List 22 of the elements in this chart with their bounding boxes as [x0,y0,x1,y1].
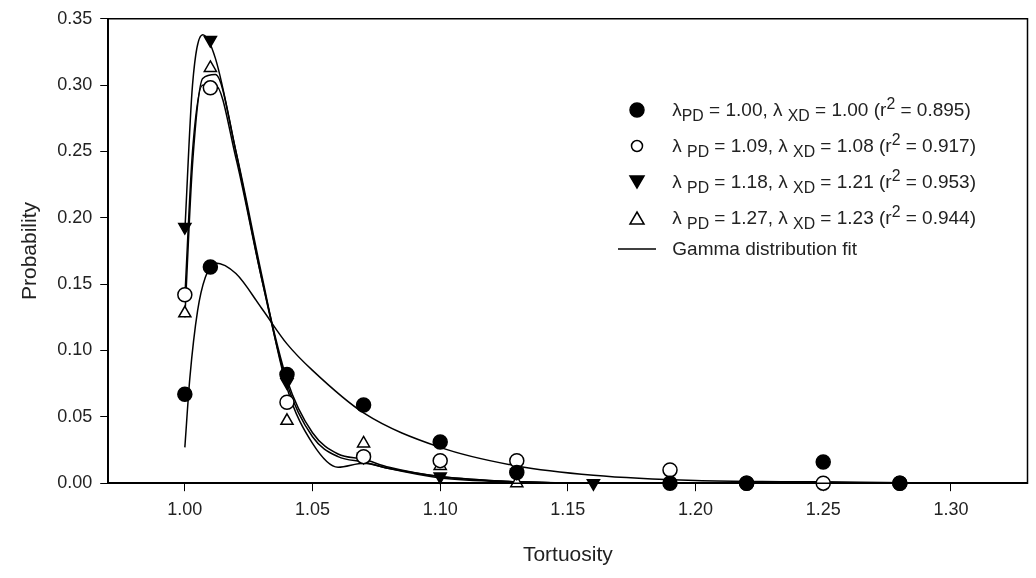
legend-label: Gamma distribution fit [672,236,858,261]
x-tick-label: 1.05 [294,498,331,519]
y-axis-title: Probability [17,201,41,301]
x-tick-label: 1.30 [933,498,969,519]
y-tick-label: 0.05 [57,405,93,426]
legend-label: λ $_{PD}$ = 1.09, λ $_{XD}$ = 1.08 (r$^{2}$ = 0.917) [672,130,976,163]
legend-label: λ$_{PD}$ = 1.00, λ $_{XD}$ = 1.00 (r$^{2}$ = 0.895) [672,94,971,127]
x-tick-label: 1.15 [550,498,586,519]
x-tick-label: 1.00 [167,498,203,519]
y-tick-label: 0.15 [57,273,93,294]
y-tick-label: 0.20 [57,206,93,227]
legend-label: λ $_{PD}$ = 1.27, λ $_{XD}$ = 1.23 (r$^{2}$ = 0.944) [672,202,976,235]
y-tick-label: 0.35 [57,7,93,28]
y-tick-label: 0.30 [57,74,93,95]
x-tick-label: 1.20 [678,498,714,519]
x-tick-label: 1.10 [422,498,458,519]
x-axis-title: Tortuosity [522,542,614,566]
y-tick-label: 0.10 [57,339,93,360]
legend-label: λ $_{PD}$ = 1.18, λ $_{XD}$ = 1.21 (r$^{2}$ = 0.953) [672,166,976,199]
x-tick-label: 1.25 [805,498,841,519]
y-tick-label: 0.25 [57,140,93,161]
y-tick-label: 0.00 [57,472,93,493]
